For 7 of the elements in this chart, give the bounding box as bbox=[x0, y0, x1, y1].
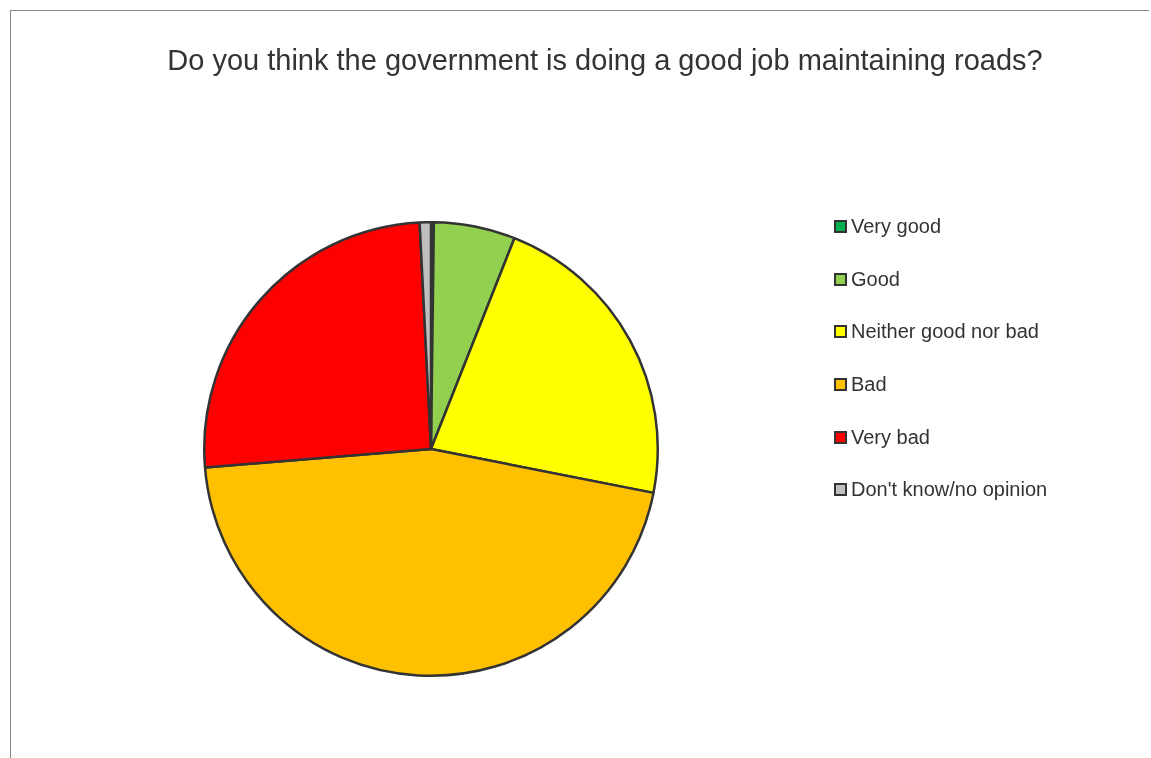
legend-label: Neither good nor bad bbox=[851, 320, 1039, 344]
legend-label: Don't know/no opinion bbox=[851, 478, 1048, 502]
legend-label: Good bbox=[851, 267, 900, 291]
legend-label: Bad bbox=[851, 372, 887, 396]
chart-title: Do you think the government is doing a good job maintaining roads? bbox=[166, 43, 1044, 78]
legend-label: Very bad bbox=[851, 425, 930, 449]
legend-label: Very good bbox=[851, 214, 942, 238]
